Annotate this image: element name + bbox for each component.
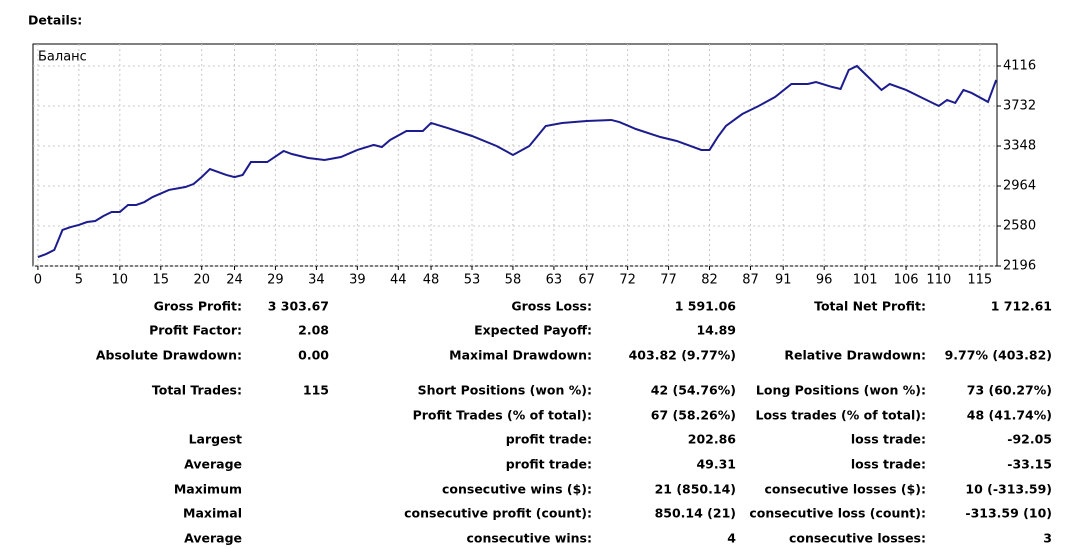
stat-value: 73 (60.27%)	[967, 383, 1052, 398]
stat-value: 42 (54.76%)	[651, 383, 736, 398]
stat-value: -313.59 (10)	[965, 506, 1052, 521]
x-tick-label: 20	[193, 273, 210, 288]
x-tick-label: 34	[308, 273, 325, 288]
x-tick-label: 82	[701, 273, 718, 288]
x-tick-label: 58	[505, 273, 522, 288]
stat-value: 403.82 (9.77%)	[629, 348, 736, 363]
balance-line	[37, 64, 998, 258]
stat-label: consecutive losses:	[789, 531, 926, 546]
chart-frame	[32, 43, 998, 267]
x-tick-label: 10	[112, 273, 129, 288]
stat-label: Profit Factor:	[149, 323, 242, 338]
stat-label: Total Trades:	[152, 383, 242, 398]
stat-label: Absolute Drawdown:	[96, 348, 242, 363]
stat-value: 202.86	[688, 432, 737, 447]
x-tick-label: 96	[816, 273, 833, 288]
x-tick-label: 67	[578, 273, 595, 288]
y-tick-label: 2580	[1003, 218, 1036, 233]
x-tick-label: 106	[894, 273, 919, 288]
x-tick-label: 44	[390, 273, 407, 288]
y-tick-label: 3732	[1003, 98, 1036, 113]
y-tick-label: 3348	[1003, 138, 1036, 153]
stat-label: consecutive loss (count):	[749, 506, 926, 521]
x-tick-label: 48	[423, 273, 440, 288]
stat-value: 1 712.61	[991, 299, 1052, 314]
stat-label: consecutive wins ($):	[442, 482, 592, 497]
stat-label: Relative Drawdown:	[784, 348, 926, 363]
stat-label: profit trade:	[506, 457, 592, 472]
stat-value: 14.89	[696, 323, 736, 338]
stat-value: 21 (850.14)	[655, 482, 736, 497]
x-tick-label: 63	[546, 273, 563, 288]
x-tick-label: 29	[267, 273, 284, 288]
x-tick-label: 72	[619, 273, 636, 288]
stat-label: Maximal	[183, 506, 242, 521]
stat-label: Short Positions (won %):	[418, 383, 592, 398]
x-tick-label: 110	[926, 273, 951, 288]
stat-value: 48 (41.74%)	[967, 408, 1052, 423]
stat-value: 67 (58.26%)	[651, 408, 736, 423]
x-tick-label: 77	[660, 273, 677, 288]
stat-label: Largest	[189, 432, 242, 447]
stat-label: Total Net Profit:	[814, 299, 926, 314]
heading: Details:	[28, 13, 82, 28]
stat-label: Long Positions (won %):	[756, 383, 926, 398]
x-tick-label: 5	[75, 273, 83, 288]
stat-value: 115	[303, 383, 329, 398]
stat-label: loss trade:	[851, 432, 926, 447]
stat-label: consecutive profit (count):	[404, 506, 592, 521]
y-tick-label: 4116	[1003, 58, 1036, 73]
x-tick-label: 87	[742, 273, 759, 288]
x-tick-label: 15	[152, 273, 169, 288]
stat-value: -33.15	[1007, 457, 1052, 472]
stat-label: Profit Trades (% of total):	[413, 408, 592, 423]
stat-label: Average	[184, 457, 242, 472]
x-tick-label: 101	[853, 273, 878, 288]
y-tick-label: 2964	[1003, 178, 1036, 193]
stat-label: Expected Payoff:	[474, 323, 592, 338]
x-tick-label: 39	[349, 273, 366, 288]
x-tick-label: 24	[226, 273, 243, 288]
stat-label: consecutive losses ($):	[764, 482, 926, 497]
y-tick-label: 2196	[1003, 259, 1036, 274]
stat-label: Maximal Drawdown:	[449, 348, 592, 363]
stat-value: -92.05	[1007, 432, 1052, 447]
stat-value: 10 (-313.59)	[965, 482, 1052, 497]
stat-value: 49.31	[696, 457, 736, 472]
stat-value: 0.00	[298, 348, 329, 363]
stat-value: 2.08	[298, 323, 329, 338]
stat-label: loss trade:	[851, 457, 926, 472]
stat-value: 850.14 (21)	[655, 506, 736, 521]
stat-value: 3 303.67	[268, 299, 329, 314]
stat-label: Loss trades (% of total):	[755, 408, 926, 423]
stat-value: 4	[727, 531, 736, 546]
x-tick-label: 0	[34, 273, 42, 288]
stat-label: profit trade:	[506, 432, 592, 447]
stat-value: 3	[1043, 531, 1052, 546]
stat-label: Gross Loss:	[511, 299, 592, 314]
stat-value: 9.77% (403.82)	[945, 348, 1052, 363]
x-tick-label: 53	[464, 273, 481, 288]
stat-label: Maximum	[174, 482, 242, 497]
x-tick-label: 115	[967, 273, 992, 288]
stat-value: 1 591.06	[675, 299, 737, 314]
stat-label: Gross Profit:	[154, 299, 242, 314]
chart-title: Баланс	[38, 50, 87, 65]
stat-label: consecutive wins:	[466, 531, 592, 546]
x-tick-label: 91	[775, 273, 792, 288]
stat-label: Average	[184, 531, 242, 546]
